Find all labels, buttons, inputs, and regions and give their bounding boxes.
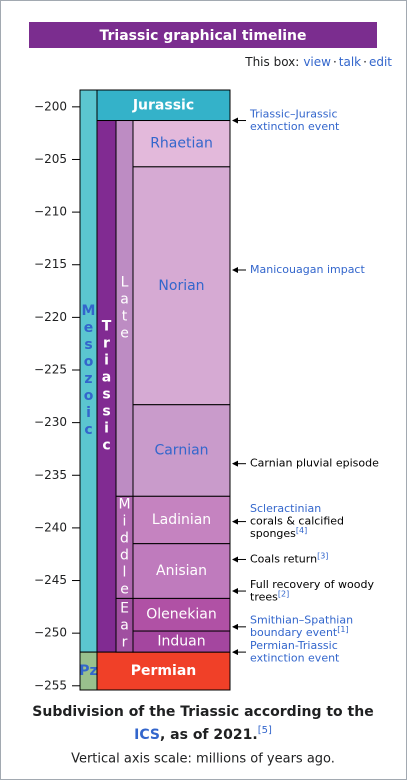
y-tick-label: −220 (34, 310, 67, 324)
box-text: This box: (244, 55, 299, 69)
event-label[interactable]: Triassic–Jurassic (249, 107, 338, 120)
y-tick-label: −215 (34, 257, 67, 271)
caption: Subdivision of the Triassic according to… (32, 704, 373, 720)
interval-label[interactable]: Jurassic (132, 97, 194, 113)
y-tick-label: −230 (34, 415, 67, 429)
y-tick-label: −210 (34, 205, 67, 219)
event-label[interactable]: Scleractinian (250, 502, 321, 515)
event-text: Manicouagan impact (250, 263, 365, 276)
interval (132, 120, 231, 168)
interval-label[interactable]: Pz (79, 663, 97, 679)
box-link[interactable]: talk (339, 55, 361, 69)
interval-label[interactable]: Permian (131, 663, 196, 679)
separator: · (363, 55, 367, 69)
event-text: Smithian–Spathian (250, 614, 353, 627)
interval-label[interactable]: Carnian (154, 443, 208, 459)
interval (132, 404, 231, 497)
event-text: Coals return (250, 552, 317, 565)
event-label[interactable]: extinction event (250, 120, 340, 133)
ref[interactable]: [3] (317, 551, 328, 560)
event-text: boundary event (250, 626, 338, 639)
event-text: Full recovery of woody (250, 578, 374, 591)
box-links: This box: view · talk · edit (244, 55, 392, 69)
event-label[interactable]: extinction event (250, 651, 340, 664)
event-label: Coals return[3] (250, 551, 328, 566)
caption-part[interactable]: [5] (258, 725, 272, 736)
vertical-label[interactable]: Triassic (99, 318, 115, 454)
y-tick-label: −245 (34, 573, 67, 587)
caption-part[interactable]: ICS (134, 727, 160, 743)
interval (96, 89, 231, 122)
event-label[interactable]: Smithian–Spathian (250, 614, 353, 627)
note: Vertical axis scale: millions of years a… (71, 752, 335, 767)
interval-label[interactable]: Induan (157, 634, 205, 650)
vertical-label[interactable]: Late (117, 274, 133, 342)
title-bar (29, 22, 377, 48)
interval-label[interactable]: Norian (158, 278, 204, 294)
event-text: Triassic–Jurassic (249, 107, 338, 120)
y-tick-label: −205 (34, 152, 67, 166)
title: Triassic graphical timeline (99, 28, 306, 44)
event-text: trees (250, 590, 278, 603)
event-label: Carnian pluvial episode (250, 457, 379, 470)
caption: ICS, as of 2021.[5] (134, 725, 272, 743)
interval-label[interactable]: Rhaetian (150, 136, 213, 152)
event-text: corals & calcified (250, 515, 344, 528)
y-tick-label: −240 (34, 520, 67, 534)
event-text: Scleractinian (250, 502, 321, 515)
vertical-label[interactable]: Middle (117, 496, 133, 598)
caption-part: Subdivision of the Triassic according to… (32, 704, 373, 720)
ref[interactable]: [1] (337, 625, 348, 634)
event-label[interactable]: Manicouagan impact (250, 263, 365, 276)
y-tick-label: −200 (34, 99, 67, 113)
ref[interactable]: [4] (296, 526, 307, 535)
event-text: Permian-Triassic (250, 639, 338, 652)
interval (132, 543, 231, 599)
y-tick-label: −235 (34, 468, 67, 482)
y-tick-label: −225 (34, 363, 67, 377)
interval (132, 597, 231, 632)
box-link[interactable]: view (303, 55, 331, 69)
y-tick-label: −255 (34, 678, 67, 692)
y-tick-label: −250 (34, 626, 67, 640)
caption-part: , as of 2021. (160, 727, 258, 743)
separator: · (333, 55, 337, 69)
event-label: Full recovery of woody (250, 578, 374, 591)
vertical-label[interactable]: Mesozoic (81, 303, 97, 439)
interval-label[interactable]: Ladinian (152, 512, 211, 528)
interval (132, 630, 231, 653)
interval (132, 166, 231, 406)
vertical-label[interactable]: Early (117, 600, 133, 685)
event-text: Carnian pluvial episode (250, 457, 379, 470)
ref[interactable]: [2] (278, 589, 289, 598)
event-text: extinction event (250, 651, 340, 664)
event-label[interactable]: Permian-Triassic (250, 639, 338, 652)
interval-label[interactable]: Anisian (156, 563, 207, 579)
event-text: sponges (250, 527, 296, 540)
event-label: corals & calcified (250, 515, 344, 528)
event-label[interactable]: boundary event[1] (250, 625, 349, 640)
interval-label[interactable]: Olenekian (146, 607, 216, 623)
event-text: extinction event (250, 120, 340, 133)
event-label: trees[2] (250, 589, 289, 604)
box-link[interactable]: edit (369, 55, 392, 69)
event-label: sponges[4] (250, 526, 307, 541)
